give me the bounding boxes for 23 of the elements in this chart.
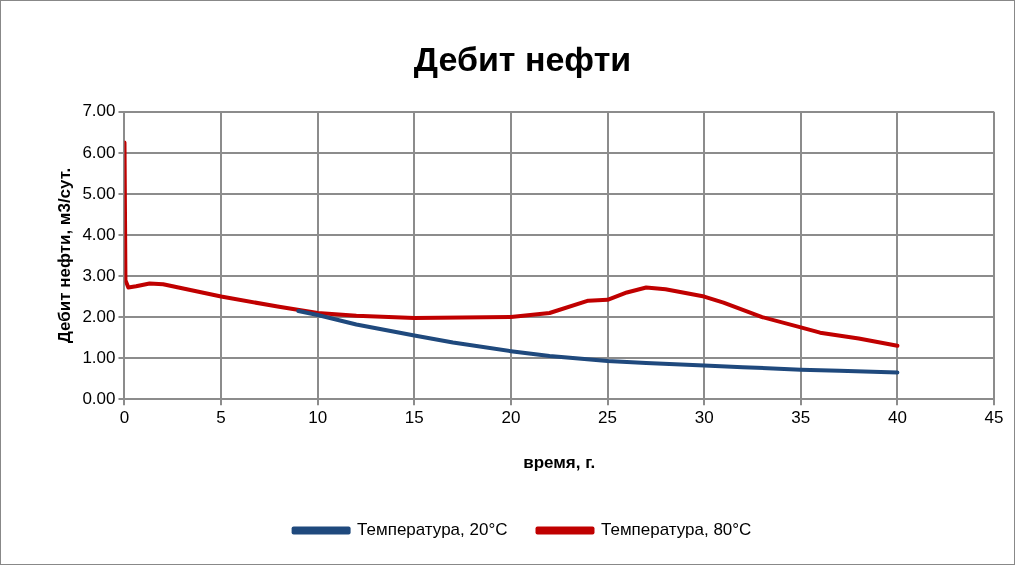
- y-tick-label: 1.00: [82, 347, 116, 367]
- x-tick-label: 5: [216, 408, 226, 428]
- y-tick-label: 2.00: [82, 306, 116, 326]
- y-tick-label: 0.00: [82, 388, 116, 408]
- x-tick-label: 30: [694, 408, 714, 428]
- x-tick-label: 45: [984, 408, 1004, 428]
- x-tick-label: 0: [119, 408, 130, 428]
- y-tick-label: 6.00: [82, 142, 116, 162]
- y-tick-label: 5.00: [82, 183, 116, 203]
- x-tick-label: 40: [887, 408, 907, 428]
- chart-title: Дебит нефти: [413, 39, 632, 78]
- y-axis-title: Дебит нефти, м3/сут.: [54, 167, 74, 344]
- y-tick-label: 3.00: [82, 265, 116, 285]
- legend-label: Температура, 80°C: [601, 520, 752, 540]
- legend-label: Температура, 20°C: [357, 520, 508, 540]
- x-tick-label: 35: [791, 408, 811, 428]
- x-tick-label: 15: [404, 408, 424, 428]
- x-tick-label: 20: [501, 408, 521, 428]
- y-tick-label: 7.00: [82, 101, 116, 121]
- y-tick-label: 4.00: [82, 224, 116, 244]
- x-tick-label: 25: [598, 408, 618, 428]
- x-tick-label: 10: [308, 408, 328, 428]
- x-axis-title: время, г.: [523, 453, 596, 473]
